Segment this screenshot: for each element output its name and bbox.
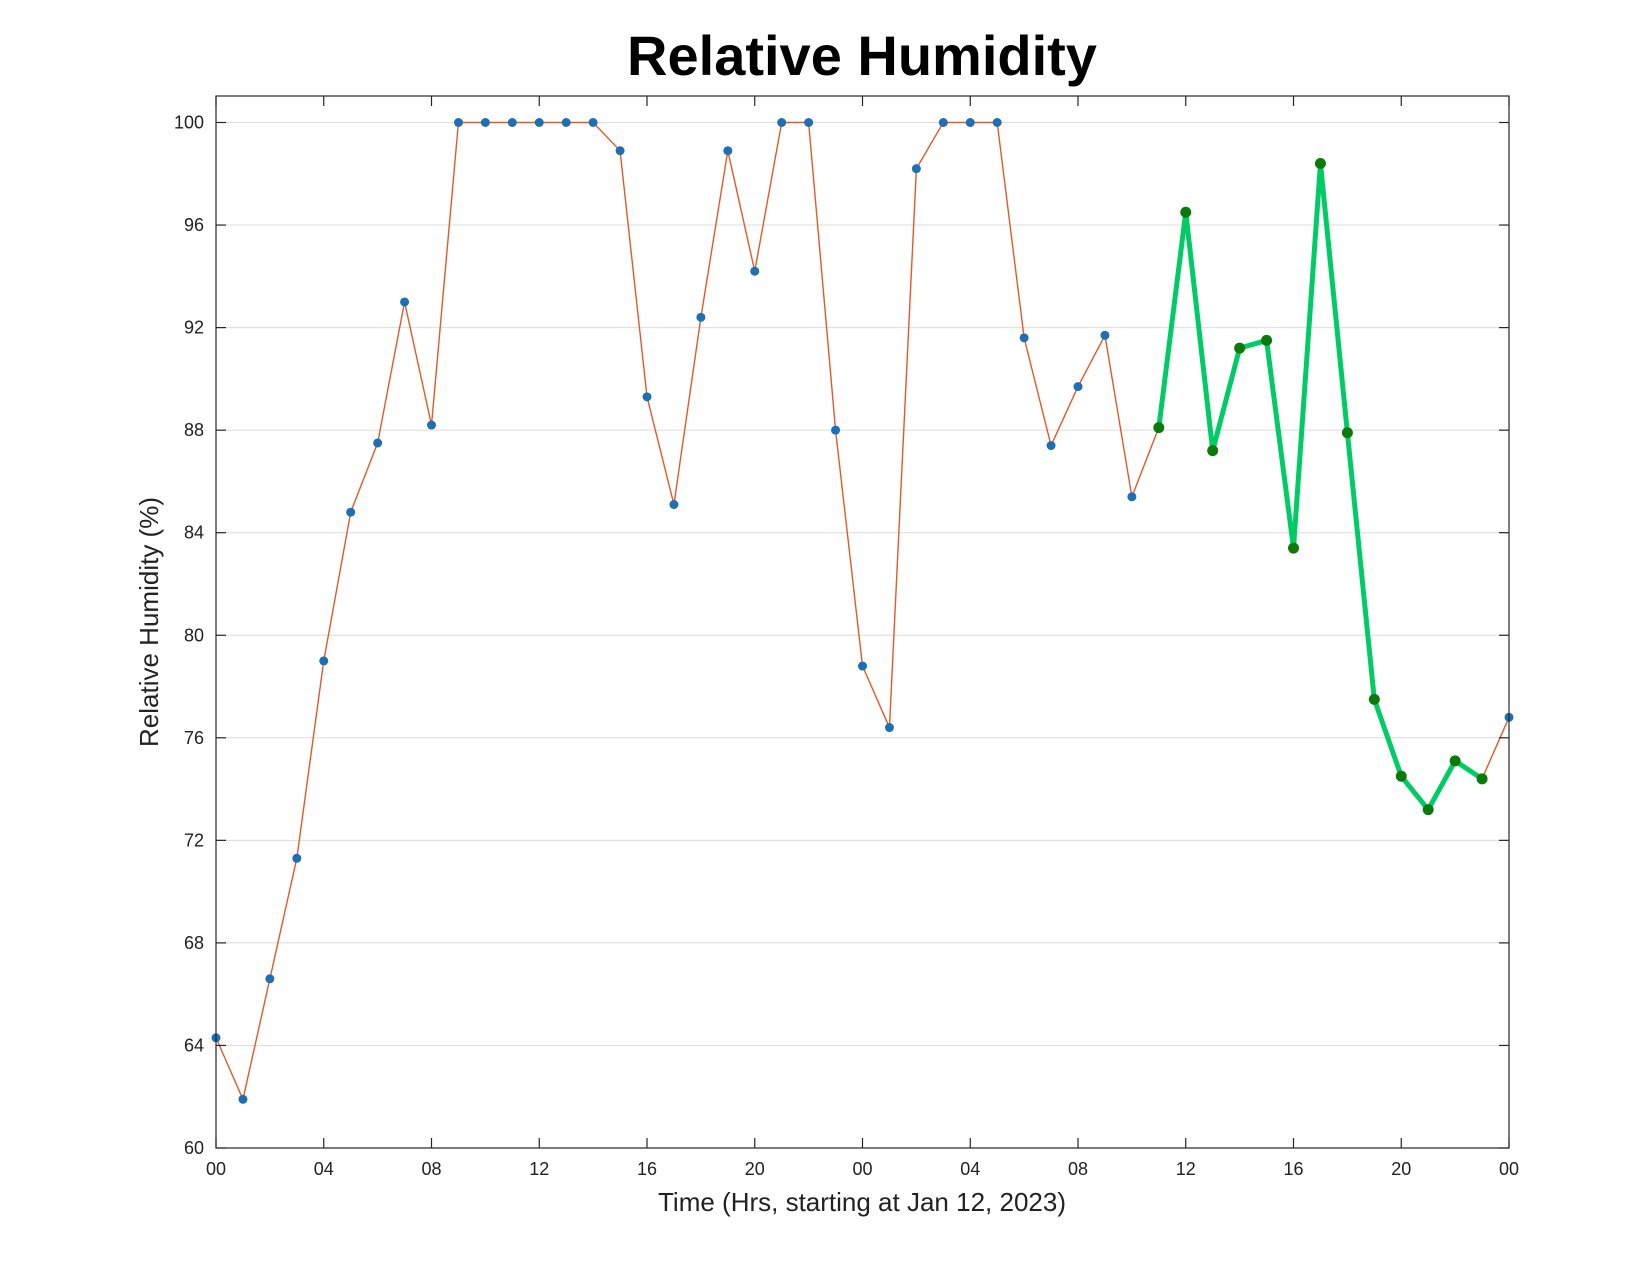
x-tick-label: 04 — [314, 1159, 334, 1179]
series-1 — [211, 118, 1514, 1104]
data-point — [1368, 693, 1380, 705]
data-point — [319, 656, 329, 666]
data-point — [453, 118, 463, 127]
data-point — [534, 118, 544, 127]
x-tick-label: 00 — [852, 1159, 872, 1179]
x-axis-label: Time (Hrs, starting at Jan 12, 2023) — [658, 1187, 1066, 1217]
data-point — [642, 392, 652, 402]
data-point — [1476, 773, 1488, 785]
data-point — [884, 723, 894, 733]
x-tick-label: 12 — [529, 1159, 549, 1179]
data-point — [965, 118, 975, 127]
x-tick-label: 12 — [1176, 1159, 1196, 1179]
data-point — [1180, 206, 1192, 218]
data-point — [723, 146, 733, 156]
data-point — [292, 853, 302, 863]
y-axis-label: Relative Humidity (%) — [134, 497, 164, 747]
data-point — [238, 1094, 248, 1104]
data-point — [858, 661, 867, 671]
y-tick-label: 72 — [184, 830, 204, 850]
data-series — [211, 118, 1514, 1104]
data-point — [1207, 445, 1219, 457]
y-tick-label: 80 — [184, 625, 204, 645]
x-tick-label: 04 — [960, 1159, 980, 1179]
data-point — [400, 297, 410, 307]
data-point — [831, 425, 841, 435]
data-point — [1100, 330, 1110, 340]
data-point — [1234, 342, 1246, 354]
data-point — [1288, 542, 1299, 554]
axis-ticks: 60 64 68 72 76 80 84 88 92 96 100 00 04 08 12 16 20 00 04 0… — [174, 96, 1519, 1179]
y-tick-label: 88 — [184, 420, 204, 440]
data-point — [938, 118, 948, 127]
x-tick-label: 08 — [421, 1159, 441, 1179]
data-point — [346, 507, 356, 517]
data-point — [1261, 334, 1273, 346]
data-point — [1314, 158, 1326, 170]
x-tick-label: 20 — [745, 1159, 765, 1179]
data-point — [615, 146, 625, 156]
y-tick-label: 96 — [184, 215, 204, 235]
grid-lines — [216, 122, 1509, 1046]
data-point — [588, 118, 598, 127]
data-point — [1019, 333, 1029, 343]
data-point — [1395, 770, 1407, 782]
data-point — [992, 118, 1002, 127]
data-point — [777, 118, 787, 127]
y-tick-label: 60 — [184, 1138, 204, 1158]
data-point — [373, 438, 383, 448]
data-point — [480, 118, 490, 127]
data-point — [427, 420, 436, 430]
y-tick-label: 68 — [184, 933, 204, 953]
data-point — [1127, 492, 1137, 502]
data-point — [669, 499, 679, 509]
series-2-line — [1156, 161, 1485, 813]
data-point — [696, 312, 706, 322]
y-tick-label: 76 — [184, 728, 204, 748]
x-tick-label: 00 — [1499, 1159, 1519, 1179]
y-tick-label: 84 — [184, 523, 204, 543]
chart-title: Relative Humidity — [627, 24, 1097, 87]
x-tick-label: 16 — [637, 1159, 657, 1179]
data-point — [1449, 755, 1461, 767]
data-point — [507, 118, 517, 127]
data-point — [804, 118, 814, 127]
data-point — [1046, 441, 1056, 451]
x-tick-label: 16 — [1283, 1159, 1303, 1179]
x-tick-label: 08 — [1068, 1159, 1088, 1179]
data-point — [911, 164, 921, 174]
data-point — [1422, 804, 1434, 816]
x-tick-label: 00 — [206, 1159, 226, 1179]
data-point — [265, 974, 275, 984]
data-point — [750, 266, 760, 276]
y-tick-label: 64 — [184, 1035, 204, 1055]
series-2 — [1153, 158, 1488, 816]
y-tick-label: 92 — [184, 318, 204, 338]
data-point — [561, 118, 571, 127]
x-tick-label: 20 — [1391, 1159, 1411, 1179]
data-point — [1341, 427, 1353, 439]
data-point — [1073, 382, 1083, 392]
y-tick-label: 100 — [174, 113, 204, 133]
data-point — [1153, 422, 1165, 434]
